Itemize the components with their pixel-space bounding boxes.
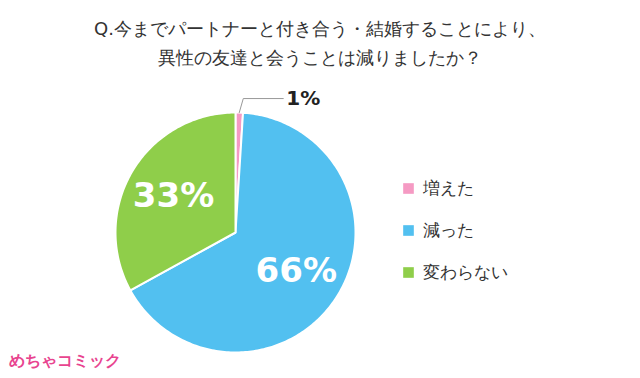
svg-text:33%: 33% bbox=[133, 175, 214, 215]
svg-text:変わらない: 変わらない bbox=[423, 262, 508, 282]
html-text:Q.今までパートナーと付き合う・結婚することにより、 異性の: Q.今までパートナーと付き合う・結婚することにより、 異性の友達と会うことは減り… bbox=[94, 18, 546, 68]
svg-text:66%: 66% bbox=[256, 250, 337, 290]
svg-text:増えた: 増えた bbox=[422, 178, 474, 198]
svg-text:1%: 1% bbox=[286, 86, 320, 110]
svg-text:めちゃコミック: めちゃコミック bbox=[9, 351, 121, 370]
svg-text:減った: 減った bbox=[423, 220, 474, 240]
